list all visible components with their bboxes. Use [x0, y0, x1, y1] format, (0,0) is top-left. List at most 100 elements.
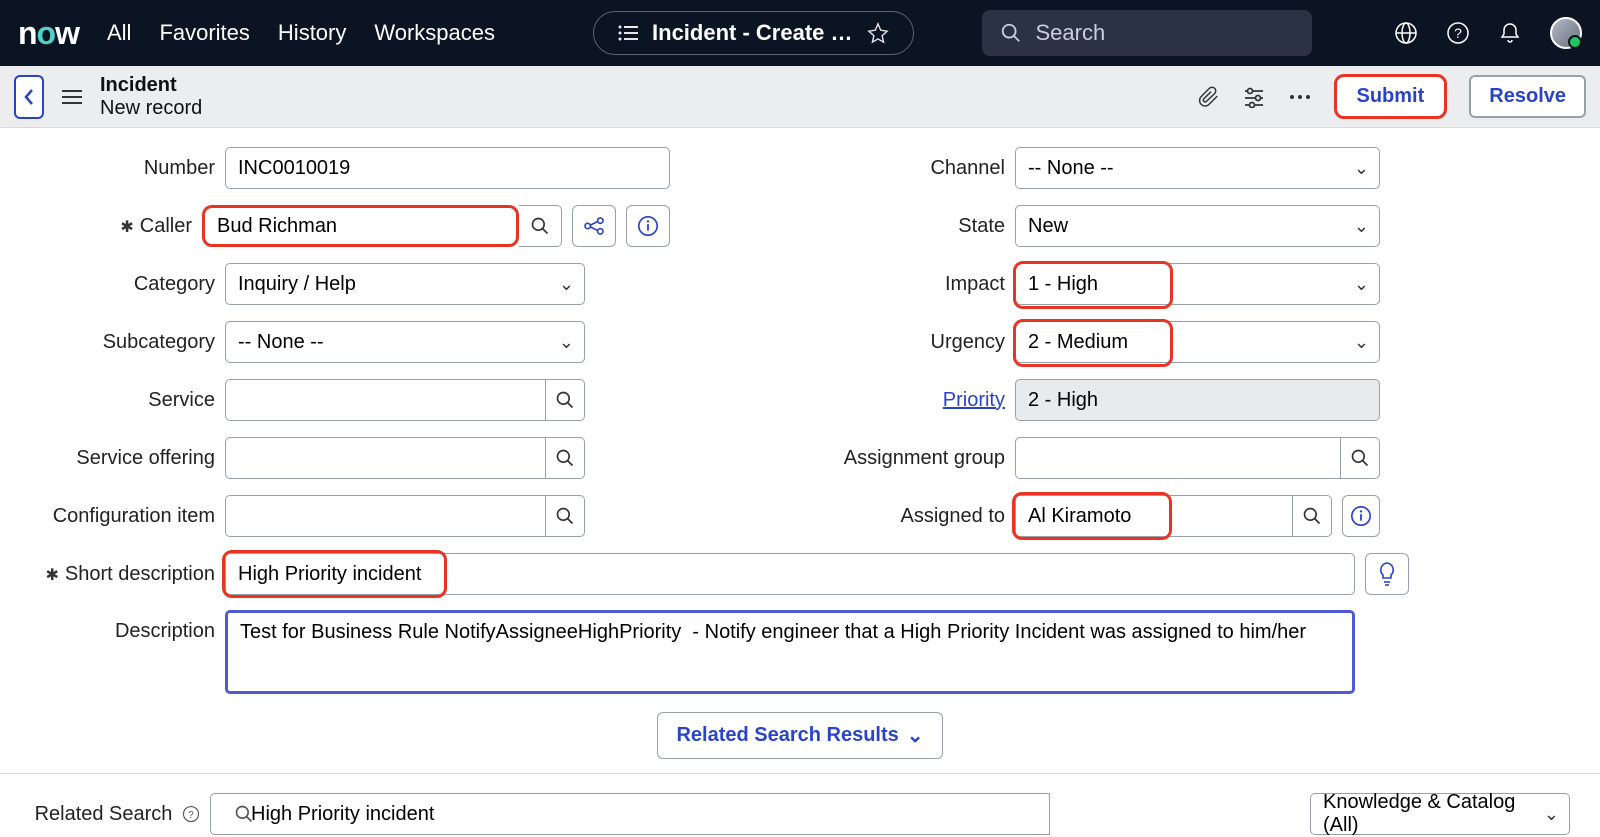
select-subcategory-value: -- None --	[238, 331, 324, 354]
context-pill-label: Incident - Create …	[652, 20, 852, 46]
select-state[interactable]: New ⌄	[1015, 205, 1380, 247]
logo-text-o: o	[37, 15, 56, 52]
topnav-right: ?	[1394, 17, 1582, 49]
bell-icon[interactable]	[1498, 21, 1522, 45]
chevron-down-icon: ⌄	[1354, 274, 1369, 295]
search-placeholder: Search	[1036, 20, 1106, 46]
field-service-offering: Service offering	[30, 436, 670, 480]
form-full-rows: Short description Description	[0, 552, 1600, 694]
label-subcategory: Subcategory	[30, 331, 225, 354]
form-left-column: Number Caller Category	[30, 146, 670, 552]
assigned-to-lookup-icon[interactable]	[1293, 495, 1331, 537]
select-subcategory[interactable]: -- None -- ⌄	[225, 321, 585, 363]
caller-info-icon[interactable]	[626, 205, 670, 247]
input-assignment-group[interactable]	[1015, 437, 1341, 479]
list-icon	[618, 25, 638, 41]
field-subcategory: Subcategory -- None -- ⌄	[30, 320, 670, 364]
caller-lookup-icon[interactable]	[519, 205, 562, 247]
context-pill[interactable]: Incident - Create …	[593, 11, 913, 55]
star-icon[interactable]	[867, 22, 889, 44]
assignment-group-lookup-icon[interactable]	[1341, 437, 1380, 479]
label-impact: Impact	[820, 273, 1015, 296]
field-caller: Caller	[30, 204, 670, 248]
label-short-description: Short description	[30, 563, 225, 586]
chevron-down-icon: ⌄	[559, 274, 574, 295]
svg-text:?: ?	[188, 810, 194, 821]
related-search-results-button[interactable]: Related Search Results ⌄	[657, 712, 942, 759]
label-number: Number	[30, 157, 225, 180]
settings-sliders-icon[interactable]	[1242, 86, 1266, 108]
readonly-priority: 2 - High	[1015, 379, 1380, 421]
input-related-search[interactable]	[210, 793, 1050, 835]
input-service-offering[interactable]	[225, 437, 546, 479]
help-icon[interactable]: ?	[1446, 21, 1470, 45]
nav-favorites[interactable]: Favorites	[159, 20, 249, 46]
top-nav: now All Favorites History Workspaces Inc…	[0, 0, 1600, 66]
related-results-area: Related Search Results ⌄	[0, 712, 1600, 773]
short-desc-suggest-icon[interactable]	[1365, 553, 1409, 595]
input-service[interactable]	[225, 379, 546, 421]
assigned-to-info-icon[interactable]	[1342, 495, 1380, 537]
more-actions-icon[interactable]	[1288, 93, 1312, 101]
nav-history[interactable]: History	[278, 20, 346, 46]
field-service: Service	[30, 378, 670, 422]
globe-icon[interactable]	[1394, 21, 1418, 45]
input-number[interactable]	[225, 147, 670, 189]
nav-workspaces[interactable]: Workspaces	[374, 20, 495, 46]
service-lookup-icon[interactable]	[546, 379, 585, 421]
chevron-down-icon: ⌄	[907, 723, 924, 748]
sub-header: Incident New record Submit Resolve	[0, 66, 1600, 128]
select-impact-value: 1 - High	[1028, 273, 1098, 296]
chevron-down-icon: ⌄	[1354, 158, 1369, 179]
chevron-down-icon: ⌄	[1354, 332, 1369, 353]
page-subtitle: New record	[100, 97, 202, 120]
label-related-search: Related Search ?	[30, 803, 210, 826]
field-config-item: Configuration item	[30, 494, 670, 538]
submit-button[interactable]: Submit	[1334, 74, 1448, 119]
logo-text-pre: n	[18, 15, 37, 52]
field-impact: Impact 1 - High ⌄	[820, 262, 1380, 306]
sub-header-right: Submit Resolve	[1198, 74, 1587, 119]
select-urgency-value: 2 - Medium	[1028, 331, 1128, 354]
back-button[interactable]	[14, 75, 44, 119]
select-category[interactable]: Inquiry / Help ⌄	[225, 263, 585, 305]
label-service: Service	[30, 389, 225, 412]
related-search-help-icon[interactable]: ?	[182, 805, 200, 823]
field-short-description: Short description	[30, 552, 1570, 596]
nav-all[interactable]: All	[107, 20, 131, 46]
field-state: State New ⌄	[820, 204, 1380, 248]
footer-right: Knowledge & Catalog (All) ⌄	[1310, 793, 1570, 835]
select-channel-value: -- None --	[1028, 157, 1114, 180]
input-short-description[interactable]	[225, 553, 1355, 595]
field-priority: Priority 2 - High	[820, 378, 1380, 422]
attachment-icon[interactable]	[1198, 85, 1220, 109]
config-item-lookup-icon[interactable]	[546, 495, 585, 537]
label-assigned-to: Assigned to	[820, 505, 1015, 528]
select-knowledge-catalog[interactable]: Knowledge & Catalog (All) ⌄	[1310, 793, 1570, 835]
select-channel[interactable]: -- None -- ⌄	[1015, 147, 1380, 189]
select-state-value: New	[1028, 215, 1068, 238]
global-search[interactable]: Search	[982, 10, 1312, 56]
field-channel: Channel -- None -- ⌄	[820, 146, 1380, 190]
chevron-down-icon: ⌄	[1544, 804, 1559, 825]
select-urgency[interactable]: 2 - Medium ⌄	[1015, 321, 1380, 363]
logo-text-post: w	[55, 15, 79, 52]
label-priority[interactable]: Priority	[820, 389, 1015, 412]
input-caller[interactable]	[202, 205, 519, 247]
select-knowledge-catalog-value: Knowledge & Catalog (All)	[1323, 791, 1544, 837]
select-impact[interactable]: 1 - High ⌄	[1015, 263, 1380, 305]
avatar[interactable]	[1550, 17, 1582, 49]
priority-value: 2 - High	[1028, 389, 1098, 412]
label-channel: Channel	[820, 157, 1015, 180]
logo: now	[18, 15, 79, 52]
label-description: Description	[30, 610, 225, 643]
service-offering-lookup-icon[interactable]	[546, 437, 585, 479]
input-config-item[interactable]	[225, 495, 546, 537]
textarea-description[interactable]	[225, 610, 1355, 694]
resolve-button[interactable]: Resolve	[1469, 75, 1586, 118]
label-urgency: Urgency	[820, 331, 1015, 354]
form-menu-icon[interactable]	[62, 89, 82, 105]
input-assigned-to[interactable]	[1015, 495, 1293, 537]
caller-related-icon[interactable]	[572, 205, 616, 247]
related-search-results-label: Related Search Results	[676, 724, 898, 747]
